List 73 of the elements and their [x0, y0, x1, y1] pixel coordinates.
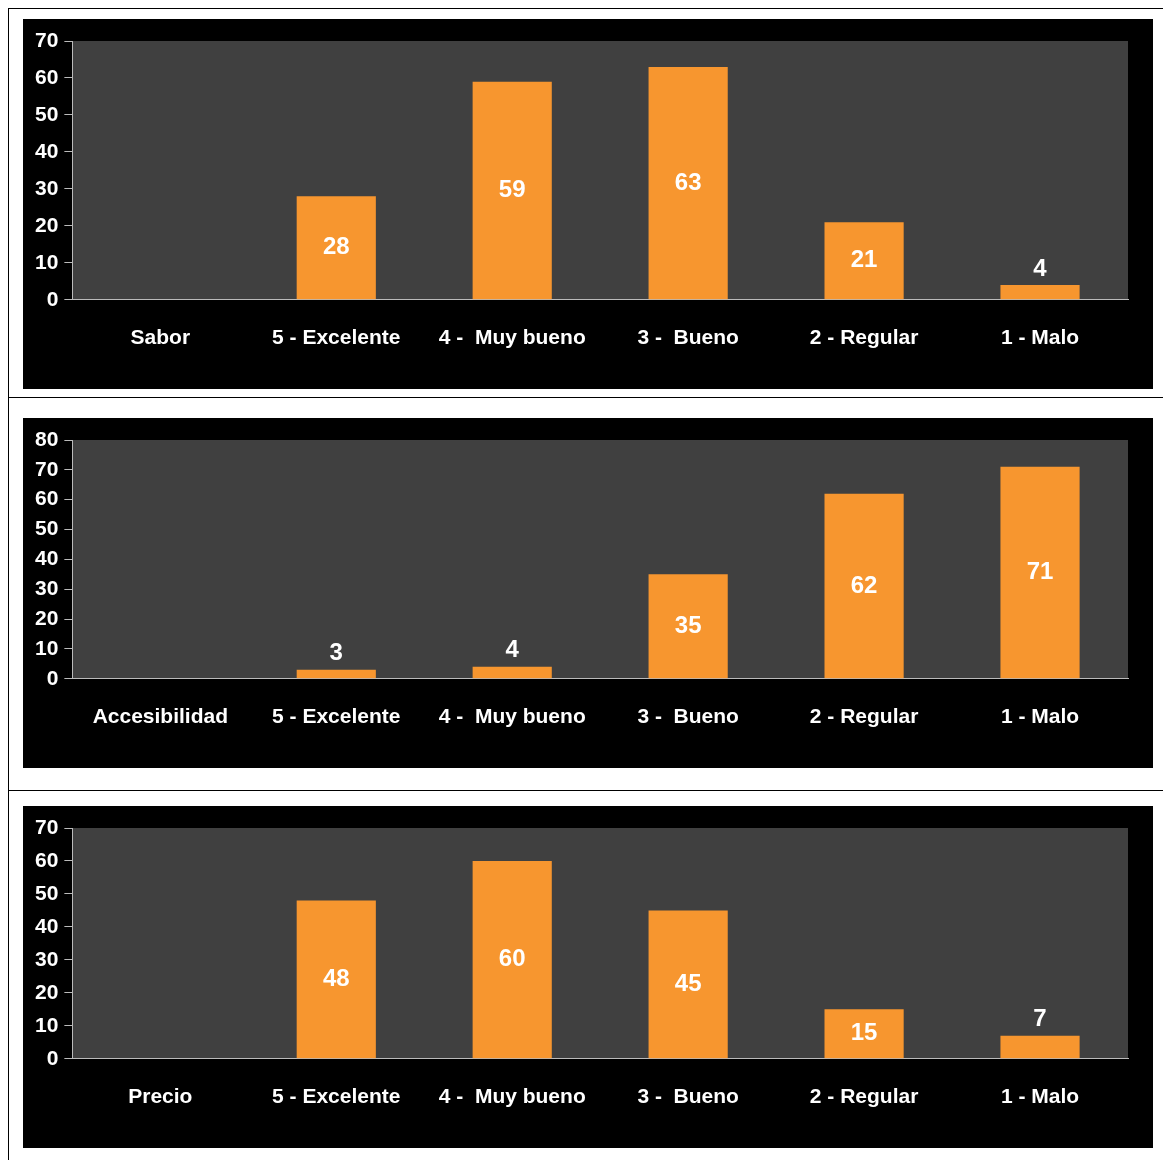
x-tick-label: Accesibilidad — [92, 704, 229, 728]
x-tick-label: 4 - Muy bueno — [438, 325, 586, 349]
data-label: 71 — [1026, 557, 1054, 585]
y-tick-label: 80 — [35, 426, 59, 450]
y-tick-label: 50 — [35, 516, 59, 540]
data-label: 15 — [850, 1018, 878, 1046]
x-tick-label: 4 - Muy bueno — [438, 704, 586, 728]
data-label: 7 — [1033, 1004, 1047, 1032]
data-label: 4 — [505, 635, 520, 663]
y-tick-label: 60 — [35, 486, 59, 510]
y-tick-label: 50 — [35, 880, 59, 904]
x-tick-label: 1 - Malo — [1000, 325, 1080, 349]
bar — [648, 574, 728, 679]
data-label: 59 — [498, 175, 526, 203]
y-tick-label: 30 — [35, 175, 59, 199]
data-label: 48 — [322, 964, 350, 992]
y-tick-label: 70 — [35, 27, 59, 51]
bar — [296, 669, 376, 679]
data-label: 63 — [674, 167, 702, 195]
bar — [824, 222, 904, 300]
y-tick-label: 60 — [35, 64, 59, 88]
bar — [472, 81, 552, 300]
x-tick-label: 2 - Regular — [809, 1084, 919, 1108]
y-tick-label: 40 — [35, 138, 59, 162]
x-tick-label: 4 - Muy bueno — [438, 1084, 586, 1108]
data-label: 3 — [329, 638, 343, 666]
data-label: 28 — [322, 232, 350, 260]
y-tick-label: 0 — [46, 286, 59, 310]
x-tick-label: 5 - Excelente — [272, 1084, 401, 1108]
bar — [824, 493, 904, 679]
y-tick-label: 0 — [46, 1045, 59, 1069]
y-tick-label: 50 — [35, 101, 59, 125]
y-tick-label: 30 — [35, 946, 59, 970]
bar — [296, 196, 376, 300]
bar — [648, 66, 728, 300]
x-tick-label: 3 - Bueno — [637, 325, 739, 349]
data-label: 4 — [1033, 253, 1048, 281]
data-label: 62 — [850, 570, 878, 598]
x-tick-label: 3 - Bueno — [637, 1084, 739, 1108]
y-tick-label: 0 — [46, 665, 59, 689]
y-tick-label: 20 — [35, 605, 59, 629]
x-tick-label: 1 - Malo — [1000, 704, 1080, 728]
x-tick-label: Precio — [128, 1084, 193, 1108]
bar — [824, 1009, 904, 1059]
y-tick-label: 70 — [35, 814, 59, 838]
y-tick-label: 10 — [35, 249, 59, 273]
y-tick-label: 70 — [35, 456, 59, 480]
x-tick-label: 2 - Regular — [809, 704, 919, 728]
x-tick-label: 5 - Excelente — [272, 704, 401, 728]
bar — [1000, 1035, 1080, 1059]
y-tick-label: 40 — [35, 913, 59, 937]
x-tick-label: Sabor — [130, 325, 191, 349]
data-label: 45 — [674, 968, 702, 996]
bar — [1000, 466, 1080, 679]
y-tick-label: 40 — [35, 546, 59, 570]
y-tick-label: 10 — [35, 1012, 59, 1036]
data-label: 35 — [674, 610, 702, 638]
bar — [472, 666, 552, 679]
x-tick-label: 3 - Bueno — [637, 704, 739, 728]
y-tick-label: 20 — [35, 979, 59, 1003]
data-label: 60 — [498, 944, 526, 972]
data-label: 21 — [850, 245, 878, 273]
bar — [472, 860, 552, 1059]
bar — [648, 910, 728, 1059]
y-tick-label: 20 — [35, 212, 59, 236]
bar — [296, 900, 376, 1059]
bar — [1000, 285, 1080, 300]
y-tick-label: 10 — [35, 635, 59, 659]
x-tick-label: 1 - Malo — [1000, 1084, 1080, 1108]
x-tick-label: 2 - Regular — [809, 325, 919, 349]
y-tick-label: 30 — [35, 576, 59, 600]
x-tick-label: 5 - Excelente — [272, 325, 401, 349]
y-tick-label: 60 — [35, 847, 59, 871]
